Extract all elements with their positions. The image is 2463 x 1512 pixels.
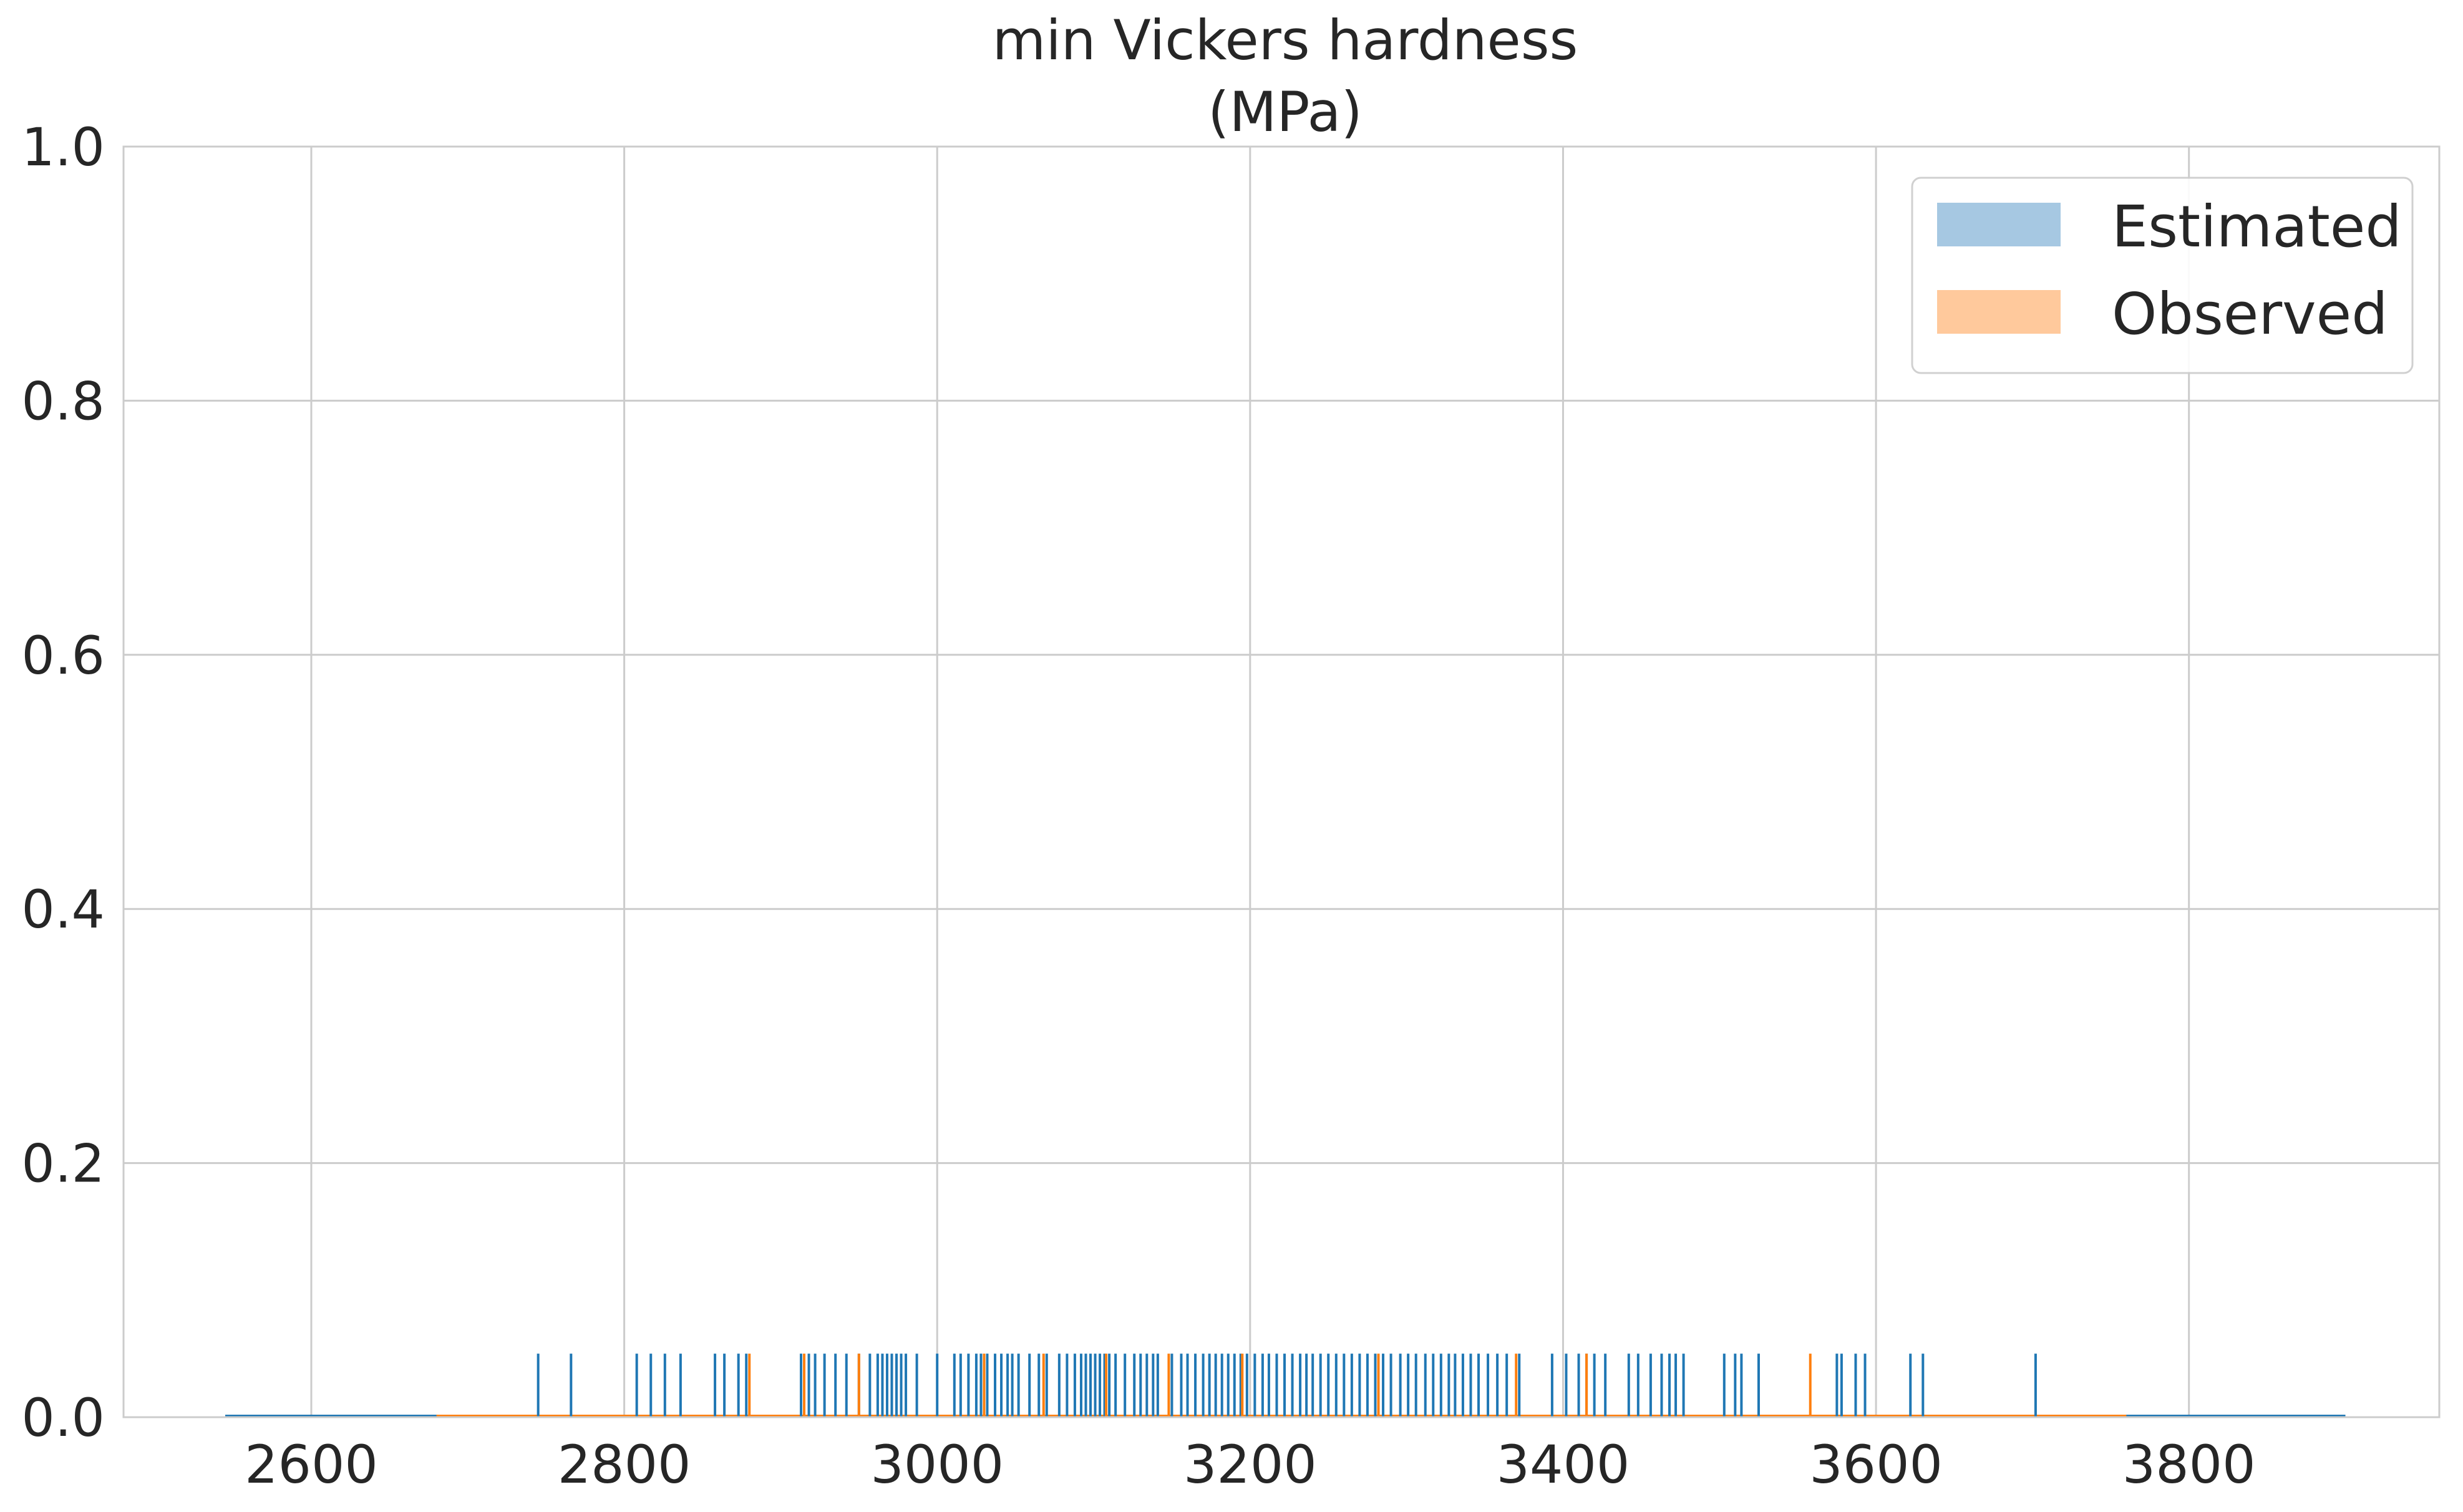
legend-label-observed: Observed bbox=[2112, 281, 2388, 347]
y-tick-label: 0.6 bbox=[21, 625, 105, 686]
x-tick-label: 3600 bbox=[1809, 1434, 1943, 1495]
x-tick-label: 3000 bbox=[870, 1434, 1004, 1495]
y-tick-label: 0.2 bbox=[21, 1133, 105, 1195]
chart-title-line-1: min Vickers hardness bbox=[993, 8, 1578, 72]
plot-area bbox=[122, 145, 2441, 1418]
y-tick-label: 1.0 bbox=[21, 117, 105, 178]
x-axis-ticks: 2600 2800 3000 3200 3400 3600 3800 bbox=[245, 1434, 2256, 1495]
legend-swatch-estimated bbox=[1937, 203, 2061, 246]
y-axis-ticks: 0.0 0.2 0.4 0.6 0.8 1.0 bbox=[21, 117, 105, 1448]
rug-marks bbox=[537, 1354, 2037, 1417]
x-tick-label: 2800 bbox=[558, 1434, 691, 1495]
chart-title-line-2: (MPa) bbox=[1208, 80, 1363, 144]
x-tick-label: 3800 bbox=[2122, 1434, 2256, 1495]
x-tick-label: 2600 bbox=[245, 1434, 378, 1495]
x-tick-label: 3400 bbox=[1497, 1434, 1630, 1495]
y-tick-label: 0.8 bbox=[21, 371, 105, 432]
legend: Estimated Observed bbox=[1911, 177, 2414, 374]
legend-label-estimated: Estimated bbox=[2112, 193, 2402, 260]
legend-swatch-observed bbox=[1937, 290, 2061, 334]
x-tick-label: 3200 bbox=[1183, 1434, 1317, 1495]
y-tick-label: 0.0 bbox=[21, 1387, 105, 1448]
y-tick-label: 0.4 bbox=[21, 879, 105, 940]
